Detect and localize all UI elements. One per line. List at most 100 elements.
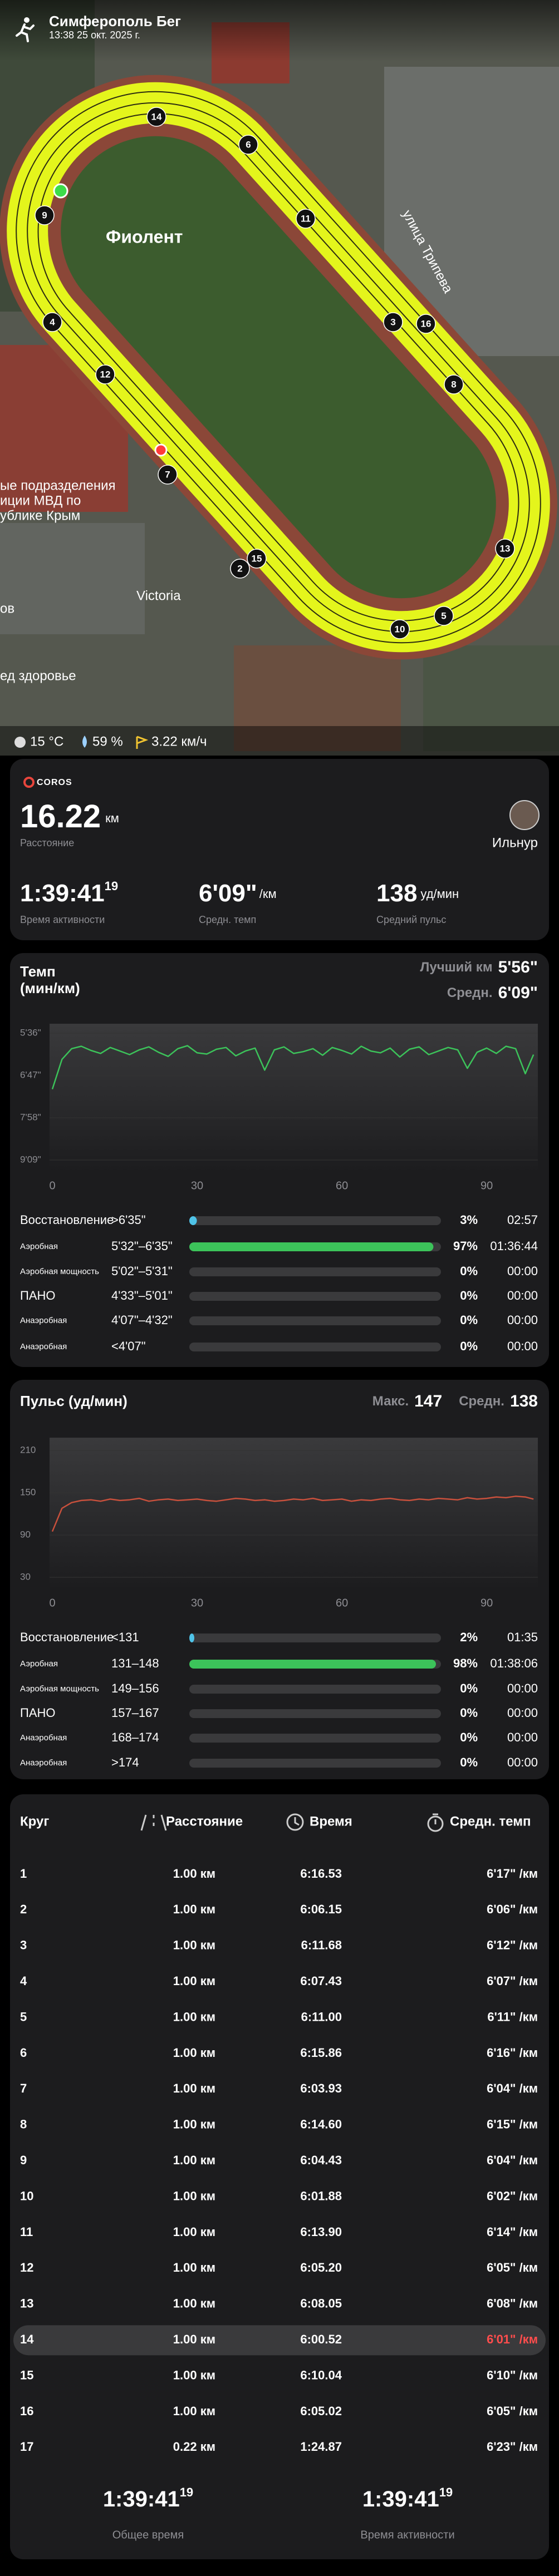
lap-number: 17 <box>20 2440 33 2454</box>
plot-area <box>50 1024 538 1173</box>
brand-icon <box>23 777 35 788</box>
lap-distance: 1.00 км <box>173 2046 215 2060</box>
avg-hr-label: Средний пульс <box>376 914 446 925</box>
hr-max-value: 147 <box>414 1392 442 1410</box>
laps-header: Круг <box>20 1814 49 1829</box>
zone-name: Восстановление <box>20 1213 114 1227</box>
time-icon-hands <box>294 1817 300 1826</box>
avatar[interactable] <box>509 800 540 830</box>
avg-hr-unit: уд/мин <box>420 887 459 901</box>
hr-avg-value: 138 <box>510 1392 538 1410</box>
avg-pace-unit: /км <box>259 887 277 901</box>
km-marker <box>390 619 410 639</box>
map-label: ед здоровье <box>0 668 76 683</box>
distance: 16.22 км <box>20 798 119 835</box>
distance-value: 16.22 <box>20 798 101 835</box>
map-label: ублике Крым <box>0 508 80 523</box>
total-time-frac: 19 <box>180 2485 193 2499</box>
lap-active-time-label: Время активности <box>360 2529 454 2541</box>
km-marker-label: 12 <box>100 369 111 379</box>
zone-bar <box>189 1634 195 1642</box>
km-marker-label: 11 <box>301 213 311 224</box>
route-trace <box>27 102 530 633</box>
x-tick-label: 0 <box>49 1180 55 1192</box>
zone-track <box>189 1292 441 1301</box>
zone-time: 00:00 <box>507 1730 538 1744</box>
zone-range: 168–174 <box>111 1730 159 1744</box>
pace-icon-hands <box>433 1813 438 1824</box>
km-marker-label: 13 <box>500 543 511 554</box>
brand: COROS <box>37 778 72 787</box>
plot-area <box>50 1438 538 1590</box>
lap-pace: 6'05" /км <box>487 2404 538 2418</box>
y-tick-label: 30 <box>20 1571 31 1582</box>
zone-percent: 0% <box>460 1289 478 1302</box>
weather-humidity: 59 % <box>92 734 123 749</box>
pace-avg-label: Средн. <box>447 985 493 1000</box>
zone-percent: 97% <box>453 1239 478 1253</box>
lap-pace: 6'10" /км <box>487 2368 538 2382</box>
km-marker <box>247 549 267 569</box>
zone-track <box>189 1634 441 1642</box>
lap-distance: 1.00 км <box>173 2081 215 2095</box>
lap-pace: 6'23" /км <box>487 2440 538 2454</box>
lap-active-time-frac: 19 <box>439 2485 453 2499</box>
lap-number: 12 <box>20 2261 33 2274</box>
lap-highlight <box>13 2325 546 2356</box>
activity-datetime: 13:38 25 окт. 2025 г. <box>49 29 140 41</box>
lap-number: 8 <box>20 2118 27 2131</box>
lap-time: 6:14.60 <box>300 2118 342 2131</box>
avg-pace-label: Средн. темп <box>199 914 256 925</box>
runner-icon <box>16 17 35 42</box>
user-name: Ильнур <box>492 835 538 850</box>
total-time-label: Общее время <box>112 2529 184 2541</box>
stadium <box>0 75 557 660</box>
pace-icon <box>427 1815 444 1832</box>
weather-bar <box>0 726 559 756</box>
lap-pace: 6'02" /км <box>487 2189 538 2203</box>
zone-range: 4'33"–5'01" <box>111 1289 173 1302</box>
zone-time: 00:00 <box>507 1755 538 1769</box>
zone-track <box>189 1267 441 1276</box>
laps-header: Средн. темп <box>450 1814 531 1829</box>
lap-distance: 1.00 км <box>173 2332 215 2346</box>
distance-unit: км <box>105 811 119 825</box>
zone-name: Анаэробная <box>20 1316 67 1325</box>
zone-range: 157–167 <box>111 1706 159 1720</box>
km-marker-label: 7 <box>165 469 170 480</box>
km-marker <box>296 209 316 229</box>
zone-bar <box>189 1216 197 1225</box>
km-markers: 14 6 9 11 4 3 16 12 8 7 15 2 13 5 10 <box>35 107 515 639</box>
lap-distance: 1.00 км <box>173 1974 215 1988</box>
lap-pace: 6'07" /км <box>487 1974 538 1988</box>
pace-title: Темп <box>20 963 56 980</box>
zone-name: Восстановление <box>20 1630 114 1644</box>
zone-name: Анаэробная <box>20 1758 67 1768</box>
zone-name: Аэробная <box>20 1659 58 1669</box>
zone-percent: 0% <box>460 1755 478 1769</box>
lap-time: 6:06.15 <box>300 1902 342 1916</box>
zone-range: >6'35" <box>111 1213 146 1227</box>
zone-percent: 0% <box>460 1730 478 1744</box>
lap-time: 6:03.93 <box>300 2081 342 2095</box>
wind-icon <box>136 736 149 749</box>
hr-stats: Макс. 147 Средн. 138 <box>372 1392 538 1410</box>
km-marker-label: 14 <box>151 111 162 122</box>
zone-bar <box>189 1660 436 1669</box>
lap-time: 6:16.53 <box>300 1867 342 1881</box>
lap-active-time: 1:39:4119 <box>362 2485 453 2511</box>
avg-pace-value: 6'09" <box>199 880 257 907</box>
lap-number: 13 <box>20 2297 33 2311</box>
header-fade <box>0 0 559 61</box>
best-km: Лучший км 5'56" <box>420 958 538 976</box>
lap-number: 14 <box>20 2332 34 2346</box>
lap-time: 6:07.43 <box>300 1974 342 1988</box>
avg-hr-value: 138 <box>376 880 417 907</box>
x-tick-label: 30 <box>191 1180 203 1192</box>
lap-distance: 1.00 км <box>173 2153 215 2167</box>
active-time: 1:39:4119 <box>20 879 118 907</box>
lap-pace: 6'15" /км <box>487 2118 538 2131</box>
km-marker <box>35 205 55 225</box>
